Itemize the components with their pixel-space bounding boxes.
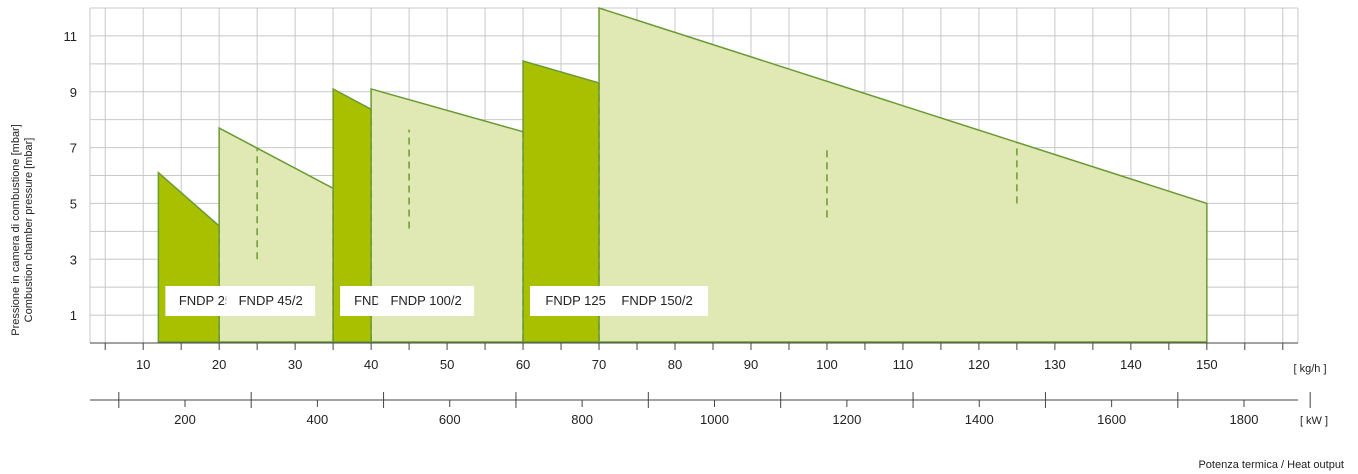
x-tick-label: 110	[893, 357, 914, 372]
y-tick-label: 7	[70, 141, 77, 156]
series-label-box	[378, 286, 475, 316]
x2-tick-label: 600	[439, 412, 461, 427]
x2-tick-label: 800	[571, 412, 593, 427]
x2-tick-label: 1800	[1230, 412, 1259, 427]
y-tick-label: 3	[70, 252, 77, 267]
x2-tick-label: 1200	[832, 412, 861, 427]
y-tick-label: 9	[70, 85, 77, 100]
series-label: FNDP 150/2	[621, 293, 692, 308]
x2-tick-label: 200	[174, 412, 196, 427]
y-axis-title-line2: Combustion chamber pressure [mbar]	[23, 138, 35, 323]
x-tick-label: 70	[592, 357, 606, 372]
axes: 10 20 30 40 50 60 70 80 90 100 110 120 130 140 150 1 3 5 7…	[64, 29, 1311, 427]
y-tick-label: 11	[64, 29, 78, 44]
series-label: FNDP 45/2	[239, 293, 303, 308]
y-tick-label: 5	[70, 196, 77, 211]
series-label-box	[606, 286, 709, 316]
x2-tick-label: 400	[307, 412, 329, 427]
x-tick-label: 10	[136, 357, 150, 372]
x-tick-label: 60	[516, 357, 530, 372]
x2-tick-label: 1000	[700, 412, 729, 427]
x-tick-label: 140	[1120, 357, 1142, 372]
x2-tick-label: 1400	[965, 412, 994, 427]
x-tick-label: 130	[1044, 357, 1066, 372]
x-tick-label: 80	[668, 357, 682, 372]
x-axis-unit-kgh: [ kg/h ]	[1293, 363, 1326, 375]
y-tick-label: 1	[70, 308, 77, 323]
series-label: FNDP 100/2	[390, 293, 461, 308]
x-tick-label: 30	[288, 357, 302, 372]
x-tick-label: 120	[968, 357, 990, 372]
x-tick-label: 150	[1196, 357, 1218, 372]
x2-tick-label: 1600	[1097, 412, 1126, 427]
y-axis-title-line1: Pressione in camera di combustione [mbar…	[10, 124, 22, 336]
x2-axis-unit-kw: [ kW ]	[1300, 415, 1328, 427]
series-label-box	[226, 286, 316, 316]
x-axis-title: Potenza termica / Heat output	[1198, 459, 1344, 471]
x-tick-label: 90	[744, 357, 758, 372]
x-tick-label: 40	[364, 357, 378, 372]
series-label: FNDP 125/2	[545, 293, 616, 308]
x-tick-label: 20	[212, 357, 226, 372]
x-tick-label: 50	[440, 357, 454, 372]
x-tick-label: 100	[816, 357, 838, 372]
